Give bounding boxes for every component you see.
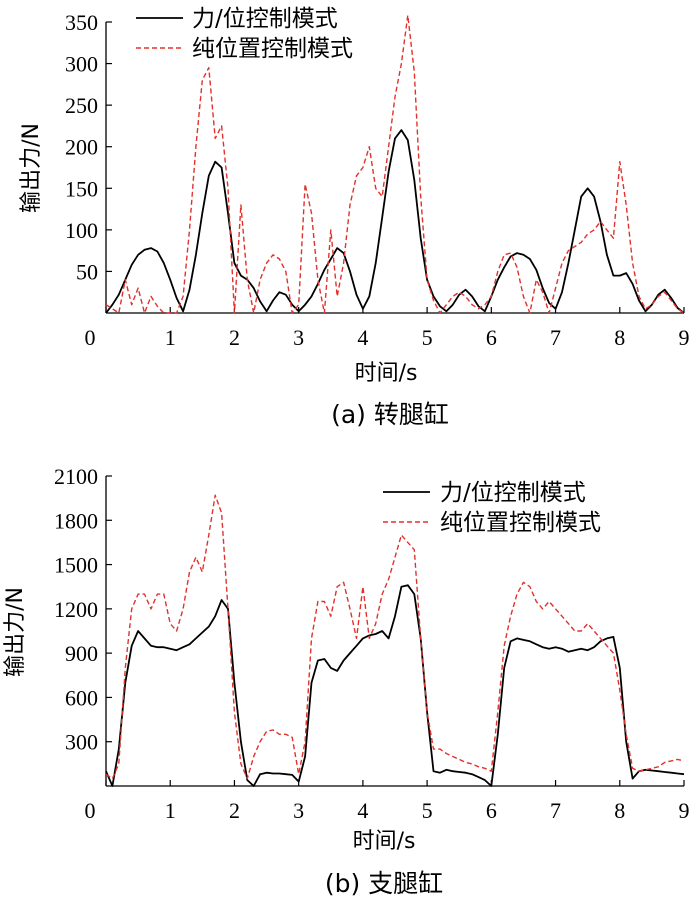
legend-label: 力/位控制模式 <box>192 6 338 32</box>
series-line-1 <box>105 494 685 780</box>
legend-label: 力/位控制模式 <box>440 480 586 506</box>
x-tick-label: 7 <box>550 798 561 823</box>
y-tick-label: 300 <box>65 52 98 77</box>
x-tick-label: 8 <box>614 325 625 350</box>
x-tick-label: 2 <box>229 798 240 823</box>
legend-label: 纯位置控制模式 <box>192 36 353 62</box>
x-axis-label: 时间/s <box>353 829 416 854</box>
y-tick-label: 100 <box>65 218 98 243</box>
y-tick-label: 300 <box>65 730 98 755</box>
series-line-0 <box>105 129 685 314</box>
y-tick-label: 2100 <box>54 464 98 489</box>
series-line-1 <box>105 14 685 314</box>
x-tick-label: 6 <box>486 325 497 350</box>
chart-panel-1: 0 1 2 3 4 5 6 7 8 9 300 600 900 1200 1500 1800 2100 力/位控制… <box>3 464 690 898</box>
y-tick-label: 50 <box>76 259 98 284</box>
chart-caption: (a) 转腿缸 <box>331 400 449 429</box>
y-tick-label: 900 <box>65 641 98 666</box>
y-tick-label: 600 <box>65 685 98 710</box>
y-tick-label: 250 <box>65 93 98 118</box>
legend-label: 纯位置控制模式 <box>440 510 601 536</box>
x-tick-label: 4 <box>357 325 368 350</box>
x-tick-label: 5 <box>422 798 433 823</box>
y-tick-label: 200 <box>65 135 98 160</box>
x-tick-label: 7 <box>550 325 561 350</box>
x-tick-label: 1 <box>165 325 176 350</box>
x-tick-label: 9 <box>679 325 690 350</box>
x-tick-label: 2 <box>229 325 240 350</box>
chart-panel-0: 0 1 2 3 4 5 6 7 8 9 50 100 150 200 250 300 350 力/位控制模式纯位置… <box>19 6 690 429</box>
y-tick-label: 1800 <box>54 508 98 533</box>
y-tick-label: 150 <box>65 176 98 201</box>
x-tick-label: 5 <box>422 325 433 350</box>
series-line-0 <box>105 584 685 787</box>
x-tick-label: 0 <box>85 325 96 350</box>
y-tick-label: 1200 <box>54 597 98 622</box>
x-tick-label: 3 <box>293 325 304 350</box>
y-tick-label: 350 <box>65 10 98 35</box>
x-tick-label: 1 <box>165 798 176 823</box>
x-axis-label: 时间/s <box>355 361 418 386</box>
x-tick-label: 8 <box>614 798 625 823</box>
x-tick-label: 4 <box>357 798 368 823</box>
y-axis-label: 输出力/N <box>3 587 28 677</box>
x-tick-label: 3 <box>293 798 304 823</box>
y-axis-label: 输出力/N <box>19 123 44 213</box>
x-tick-label: 6 <box>486 798 497 823</box>
y-tick-label: 1500 <box>54 553 98 578</box>
x-tick-label: 9 <box>679 798 690 823</box>
x-tick-label: 0 <box>85 798 96 823</box>
chart-caption: (b) 支腿缸 <box>325 869 443 898</box>
